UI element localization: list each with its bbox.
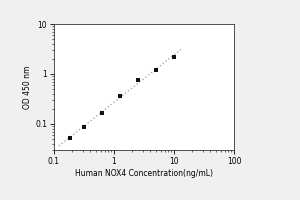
Point — [154, 69, 158, 72]
Y-axis label: OD 450 nm: OD 450 nm — [23, 65, 32, 109]
Point — [68, 136, 73, 140]
X-axis label: Human NOX4 Concentration(ng/mL): Human NOX4 Concentration(ng/mL) — [75, 169, 213, 178]
Point — [136, 78, 140, 81]
Point — [117, 94, 122, 97]
Point — [99, 111, 104, 114]
Point — [172, 55, 176, 58]
Point — [81, 125, 86, 128]
